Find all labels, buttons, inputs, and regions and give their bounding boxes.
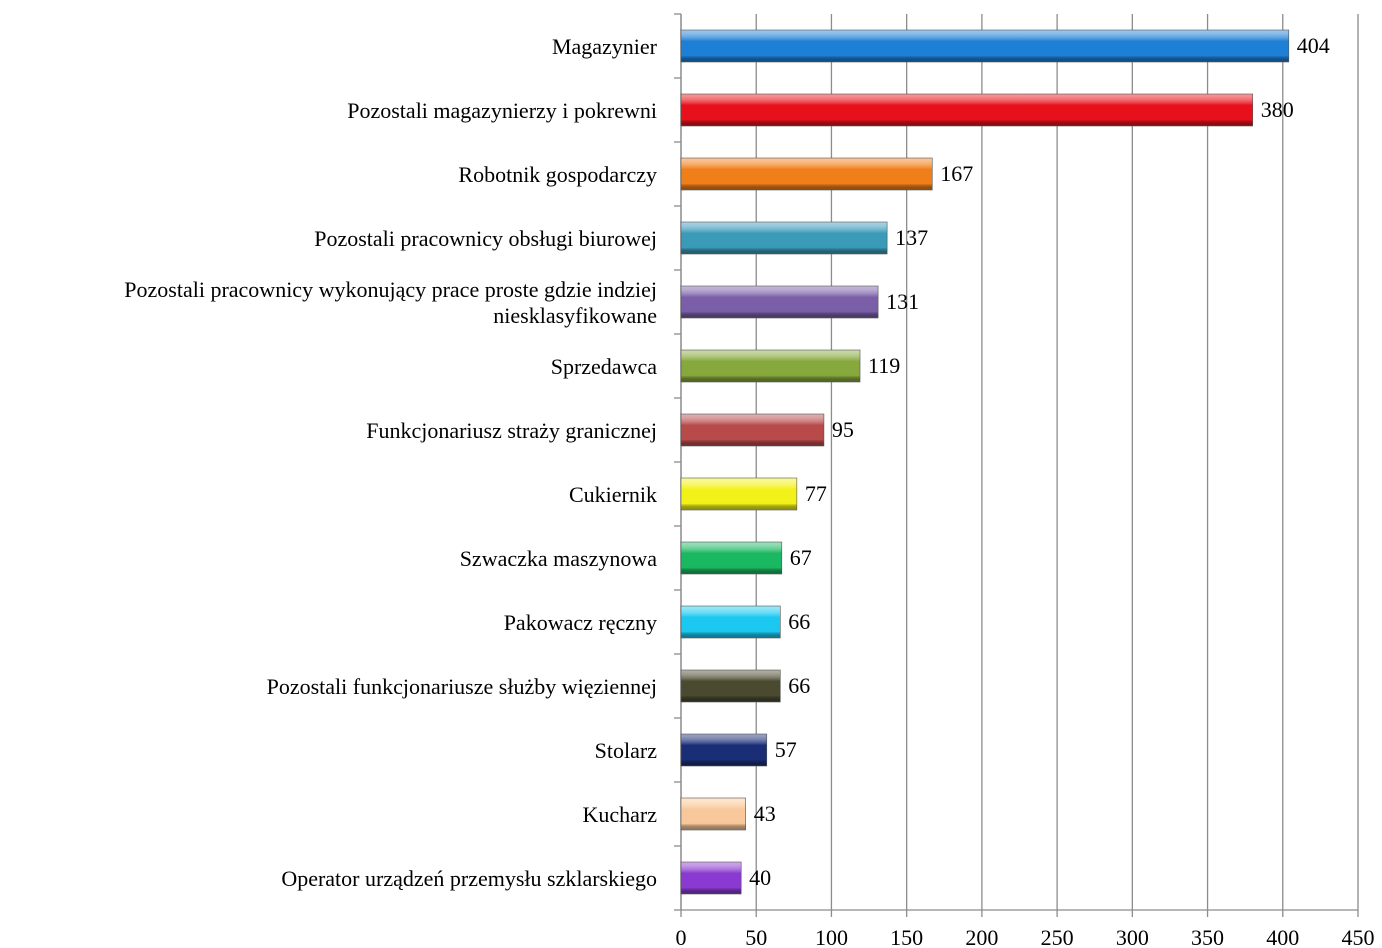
y-tick-label: Sprzedawca <box>550 354 657 379</box>
bar <box>680 221 888 255</box>
value-label: 66 <box>788 673 810 698</box>
y-tick-label: Pozostali funkcjonariusze służby więzien… <box>266 674 657 699</box>
value-label: 57 <box>775 737 797 762</box>
value-label: 137 <box>895 225 928 250</box>
y-tick-label: Szwaczka maszynowa <box>459 546 657 571</box>
y-tick-label: Pakowacz ręczny <box>503 610 657 635</box>
bar <box>680 861 742 895</box>
x-tick-label: 300 <box>1116 925 1149 948</box>
y-tick-label: Cukiernik <box>569 482 657 507</box>
x-tick-label: 0 <box>676 925 687 948</box>
value-label: 95 <box>832 417 854 442</box>
bar <box>680 541 783 575</box>
bar <box>680 29 1290 63</box>
bar <box>680 157 933 191</box>
bar <box>680 733 768 767</box>
bar <box>680 797 746 831</box>
bar <box>680 413 825 447</box>
y-tick-label: Pozostali magazynierzy i pokrewni <box>347 98 657 123</box>
value-label: 380 <box>1261 97 1294 122</box>
y-tick-label: Operator urządzeń przemysłu szklarskiego <box>281 866 657 891</box>
x-tick-label: 350 <box>1191 925 1224 948</box>
bar <box>680 349 861 383</box>
y-tick-label: Pozostali pracownicy wykonujący prace pr… <box>124 277 657 328</box>
bar <box>680 285 879 319</box>
value-label: 119 <box>868 353 900 378</box>
bar <box>680 605 781 639</box>
x-tick-label: 400 <box>1266 925 1299 948</box>
value-label: 43 <box>754 801 776 826</box>
x-tick-label: 100 <box>815 925 848 948</box>
x-tick-label: 200 <box>965 925 998 948</box>
value-label: 404 <box>1297 33 1330 58</box>
value-label: 131 <box>886 289 919 314</box>
value-label: 167 <box>940 161 973 186</box>
y-tick-label: Pozostali pracownicy obsługi biurowej <box>314 226 657 251</box>
value-label: 66 <box>788 609 810 634</box>
x-tick-label: 250 <box>1041 925 1074 948</box>
value-label: 77 <box>805 481 827 506</box>
value-label: 40 <box>749 865 771 890</box>
bar <box>680 477 798 511</box>
bar <box>680 93 1253 127</box>
y-tick-label: Funkcjonariusz straży granicznej <box>366 418 657 443</box>
x-tick-label: 450 <box>1342 925 1375 948</box>
y-tick-label: Robotnik gospodarczy <box>458 162 657 187</box>
value-label: 67 <box>790 545 812 570</box>
y-tick-label: Magazynier <box>551 34 657 59</box>
bar <box>680 669 781 703</box>
y-tick-label: Kucharz <box>582 802 657 827</box>
y-tick-label: Stolarz <box>594 738 657 763</box>
x-tick-label: 150 <box>890 925 923 948</box>
x-tick-label: 50 <box>745 925 767 948</box>
